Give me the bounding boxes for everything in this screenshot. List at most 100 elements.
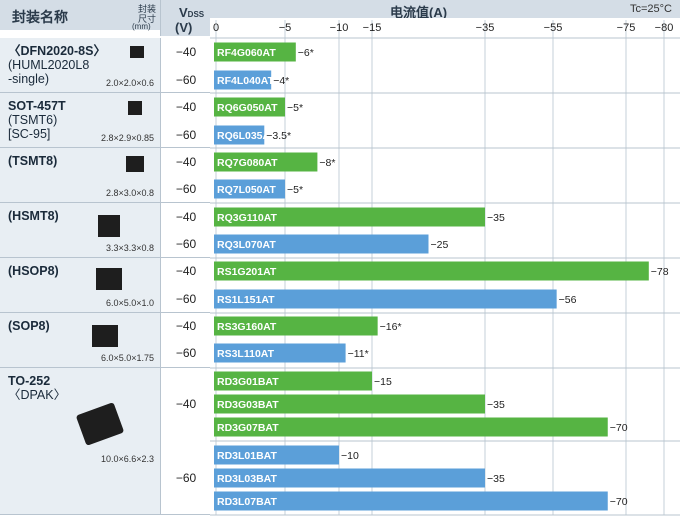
bar-part-name: RQ3G110AT: [217, 212, 277, 224]
bar: [214, 70, 272, 90]
x-tick-label: −75: [617, 22, 636, 34]
bar: [214, 207, 485, 227]
bar-part-name: RQ7G080AT: [217, 157, 278, 169]
vdss-value: −40: [175, 210, 197, 224]
size-title-2: 尺寸: [138, 14, 157, 24]
temp-note: Tc=25°C: [629, 3, 672, 15]
vdss-value: −60: [175, 73, 197, 87]
package-name-line: SOT-457T: [8, 99, 66, 113]
x-tick-label: −15: [363, 22, 382, 34]
vdss-value: −40: [175, 155, 197, 169]
bar-part-name: RQ6L035AT: [217, 130, 276, 142]
bar-value-label: −70: [610, 422, 628, 434]
package-name-line: 〈DPAK〉: [8, 388, 67, 402]
vdss-value: −60: [175, 346, 197, 360]
package-chip-icon: [92, 325, 118, 347]
package-size: 6.0×5.0×1.75: [100, 353, 154, 363]
size-title-1: 封装: [138, 4, 157, 14]
bar-part-name: RD3G01BAT: [217, 376, 279, 388]
vdss-cell: −40 −60: [160, 203, 210, 258]
bar-value-label: −6*: [298, 47, 314, 59]
vdss-sub: DSS: [187, 10, 205, 19]
package-name-line: [SC-95]: [8, 127, 51, 141]
package-size: 2.0×2.0×0.6: [105, 78, 154, 88]
bar-part-name: RS1L151AT: [217, 294, 275, 306]
package-chip-icon: [128, 101, 142, 115]
vdss-unit: (V): [175, 20, 193, 35]
package-name-line: 〈DFN2020-8S〉: [8, 44, 106, 58]
bar: [214, 491, 608, 511]
vdss-value: −40: [175, 45, 197, 59]
package-cell: 〈DFN2020-8S〉 (HUML2020L8 -single) 2.0×2.0×…: [0, 38, 160, 93]
vdss-cell: −40 −60: [160, 258, 210, 313]
size-unit: (mm): [132, 22, 151, 31]
package-name-line: TO-252: [8, 374, 51, 388]
package-name-line: (HSOP8): [8, 264, 59, 278]
bar-value-label: −70: [610, 496, 628, 508]
bar-value-label: −15: [374, 376, 392, 388]
bar: [214, 97, 285, 117]
vdss-value: −40: [175, 100, 197, 114]
bar-part-name: RQ7L050AT: [217, 184, 276, 196]
package-name-line: (TSMT8): [8, 154, 58, 168]
bar: [214, 445, 339, 465]
vdss-cell: −40 −60: [160, 368, 210, 515]
bar-value-label: −35: [487, 212, 505, 224]
vdss-cell: −40 −60: [160, 148, 210, 203]
bar-part-name: RF4L040AT: [217, 75, 275, 87]
package-size: 2.8×3.0×0.8: [105, 188, 154, 198]
bar-value-label: −5*: [287, 184, 303, 196]
package-name-line: (SOP8): [8, 319, 50, 333]
header-vdss: VDSS (V): [160, 0, 210, 36]
package-name-line: (HUML2020L8: [8, 58, 90, 72]
bar-part-name: RD3L07BAT: [217, 496, 277, 508]
bar-part-name: RQ6G050AT: [217, 102, 278, 114]
bar: [214, 125, 265, 145]
bar-value-label: −11*: [348, 348, 369, 360]
package-size: 10.0×6.6×2.3: [100, 454, 154, 464]
vdss-cell: −40 −60: [160, 93, 210, 148]
package-name-line: -single): [8, 72, 49, 86]
vdss-value: −40: [175, 319, 197, 333]
bar-part-name: RD3L03BAT: [217, 473, 277, 485]
bar: [214, 152, 318, 172]
vdss-main: V: [179, 5, 188, 20]
bar-value-label: −16*: [380, 321, 402, 333]
package-size: 6.0×5.0×1.0: [105, 298, 154, 308]
bar-value-label: −10: [341, 450, 359, 462]
package-cell: (SOP8) 6.0×5.0×1.75: [0, 313, 160, 368]
package-cell: (TSMT8) 2.8×3.0×0.8: [0, 148, 160, 203]
package-size: 3.3×3.3×0.8: [105, 243, 154, 253]
header-package: 封装名称 封装 尺寸 (mm): [0, 0, 160, 31]
bar: [214, 343, 346, 363]
bar-part-name: RQ3L070AT: [217, 239, 276, 251]
vdss-cell: −40 −60: [160, 38, 210, 93]
package-chip-icon: [96, 268, 122, 290]
package-chip-icon: [126, 156, 144, 172]
bar-part-name: RS1G201AT: [217, 266, 277, 278]
bar-value-label: −3.5*: [266, 130, 291, 142]
x-tick-label: −80: [655, 22, 674, 34]
vdss-value: −40: [175, 397, 197, 411]
package-cell: (HSMT8) 3.3×3.3×0.8: [0, 203, 160, 258]
package-cell: (HSOP8) 6.0×5.0×1.0: [0, 258, 160, 313]
vdss-value: −60: [175, 237, 197, 251]
x-tick-label: −5: [279, 22, 292, 34]
bar: [214, 394, 485, 414]
bar-part-name: RD3G07BAT: [217, 422, 279, 434]
bar: [214, 42, 296, 62]
bar-part-name: RD3G03BAT: [217, 399, 279, 411]
bar-part-name: RF4G060AT: [217, 47, 276, 59]
vdss-value: −40: [175, 264, 197, 278]
bar-value-label: −78: [651, 266, 669, 278]
bar: [214, 179, 285, 199]
bar: [214, 371, 372, 391]
bar-value-label: −8*: [319, 157, 335, 169]
bar: [214, 261, 649, 281]
vdss-cell: −40 −60: [160, 313, 210, 368]
vdss-value: −60: [175, 128, 197, 142]
vdss-title: VDSS: [179, 5, 204, 20]
bar-value-label: −35: [487, 399, 505, 411]
